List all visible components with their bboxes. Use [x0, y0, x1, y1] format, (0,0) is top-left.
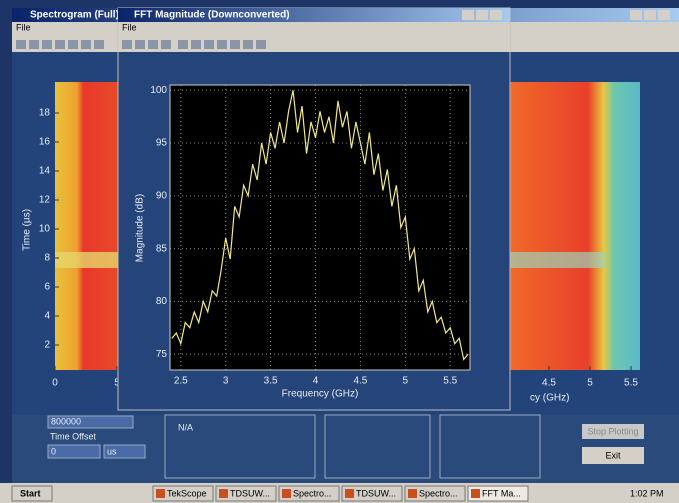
field-label: Time Offset	[50, 431, 97, 441]
x-axis-label: cy (GHz)	[530, 393, 569, 404]
close-button[interactable]	[490, 10, 502, 20]
maximize-button[interactable]	[476, 10, 488, 20]
screen: Spectrogram (Full) File Time (µs) cy (GH…	[0, 0, 679, 503]
button-label: Stop Plotting	[587, 426, 638, 436]
window-title: FFT Magnitude (Downconverted)	[134, 10, 290, 21]
x-tick-label: 5	[587, 378, 593, 389]
toolbar-icon	[161, 40, 171, 49]
control-panel: 800000 Time Offset 0 us N/A Stop Plottin…	[12, 415, 679, 483]
task-icon	[219, 489, 228, 498]
y-tick-label: 8	[44, 253, 50, 264]
x-tick-label: 3	[223, 376, 229, 387]
y-tick-label: 16	[39, 137, 51, 148]
y-tick-label: 10	[39, 224, 51, 235]
toolbar-icon	[42, 40, 52, 49]
task-label: Spectro...	[419, 488, 458, 498]
task-icon	[156, 489, 165, 498]
toolbar-icon	[94, 40, 104, 49]
y-tick-label: 100	[150, 85, 167, 96]
task-label: FFT Ma...	[482, 488, 521, 498]
y-tick-label: 95	[156, 138, 168, 149]
spectrogram-image-left	[55, 82, 118, 370]
menu-file[interactable]: File	[16, 22, 31, 32]
task-label: TDSUW...	[356, 488, 396, 498]
y-tick-label: 85	[156, 243, 168, 254]
select-value: us	[107, 446, 117, 456]
x-tick-label: 4	[313, 376, 319, 387]
y-tick-label: 18	[39, 108, 51, 119]
spectrogram-image-right	[510, 82, 640, 370]
toolbar-icon	[81, 40, 91, 49]
y-tick-label: 80	[156, 296, 168, 307]
task-icon	[471, 489, 480, 498]
window-title: Spectrogram (Full)	[30, 10, 119, 21]
status-text: N/A	[178, 422, 193, 432]
taskbar: Start 1:02 PM TekScope TDSUW... Spectro...…	[0, 483, 679, 503]
plot-area	[170, 85, 470, 370]
toolbar-icon	[256, 40, 266, 49]
maximize-button[interactable]	[644, 10, 656, 20]
toolbar-icon	[148, 40, 158, 49]
task-icon	[408, 489, 417, 498]
toolbar-icon	[29, 40, 39, 49]
field-value: 0	[51, 446, 56, 456]
spectrogram-band	[55, 252, 118, 268]
fft-window: FFT Magnitude (Downconverted) File Magni…	[118, 8, 510, 410]
toolbar-icon	[230, 40, 240, 49]
task-icon	[282, 489, 291, 498]
x-tick-label: 5.5	[624, 378, 638, 389]
toolbar-icon	[204, 40, 214, 49]
y-tick-label: 12	[39, 195, 51, 206]
menu-toolbar	[118, 22, 510, 52]
minimize-button[interactable]	[462, 10, 474, 20]
toolbar-icon	[217, 40, 227, 49]
button-label: Exit	[605, 450, 621, 460]
x-tick-label: 4.5	[353, 376, 367, 387]
toolbar-icon	[178, 40, 188, 49]
x-tick-label: 0	[52, 378, 58, 389]
field-value: 800000	[51, 416, 81, 426]
x-tick-label: 5.5	[443, 376, 457, 387]
x-tick-label: 4.5	[542, 378, 556, 389]
task-label: TDSUW...	[230, 488, 270, 498]
toolbar-icon	[68, 40, 78, 49]
minimize-button[interactable]	[630, 10, 642, 20]
toolbar-icon	[191, 40, 201, 49]
page: Spectrogram (Full) File Time (µs) cy (GH…	[0, 0, 679, 503]
toolbar-icon	[122, 40, 132, 49]
y-axis-label: Magnitude (dB)	[135, 194, 146, 262]
clock: 1:02 PM	[630, 488, 664, 498]
x-axis-label: Frequency (GHz)	[282, 389, 359, 400]
start-label: Start	[20, 488, 41, 498]
spectrogram-band	[510, 252, 605, 268]
x-tick-label: 5	[403, 376, 409, 387]
toolbar-icon	[135, 40, 145, 49]
y-tick-label: 90	[156, 190, 168, 201]
close-button[interactable]	[658, 10, 670, 20]
menu-file[interactable]: File	[122, 22, 137, 32]
y-tick-label: 4	[44, 311, 50, 322]
x-tick-label: 2.5	[174, 376, 188, 387]
y-tick-label: 14	[39, 166, 51, 177]
y-tick-label: 75	[156, 349, 168, 360]
task-icon	[345, 489, 354, 498]
toolbar-icon	[16, 40, 26, 49]
task-label: Spectro...	[293, 488, 332, 498]
toolbar-icon	[55, 40, 65, 49]
toolbar-icon	[243, 40, 253, 49]
y-axis-label: Time (µs)	[22, 209, 33, 251]
y-tick-label: 6	[44, 282, 50, 293]
x-tick-label: 3.5	[264, 376, 278, 387]
y-tick-label: 2	[44, 340, 50, 351]
task-label: TekScope	[167, 488, 207, 498]
